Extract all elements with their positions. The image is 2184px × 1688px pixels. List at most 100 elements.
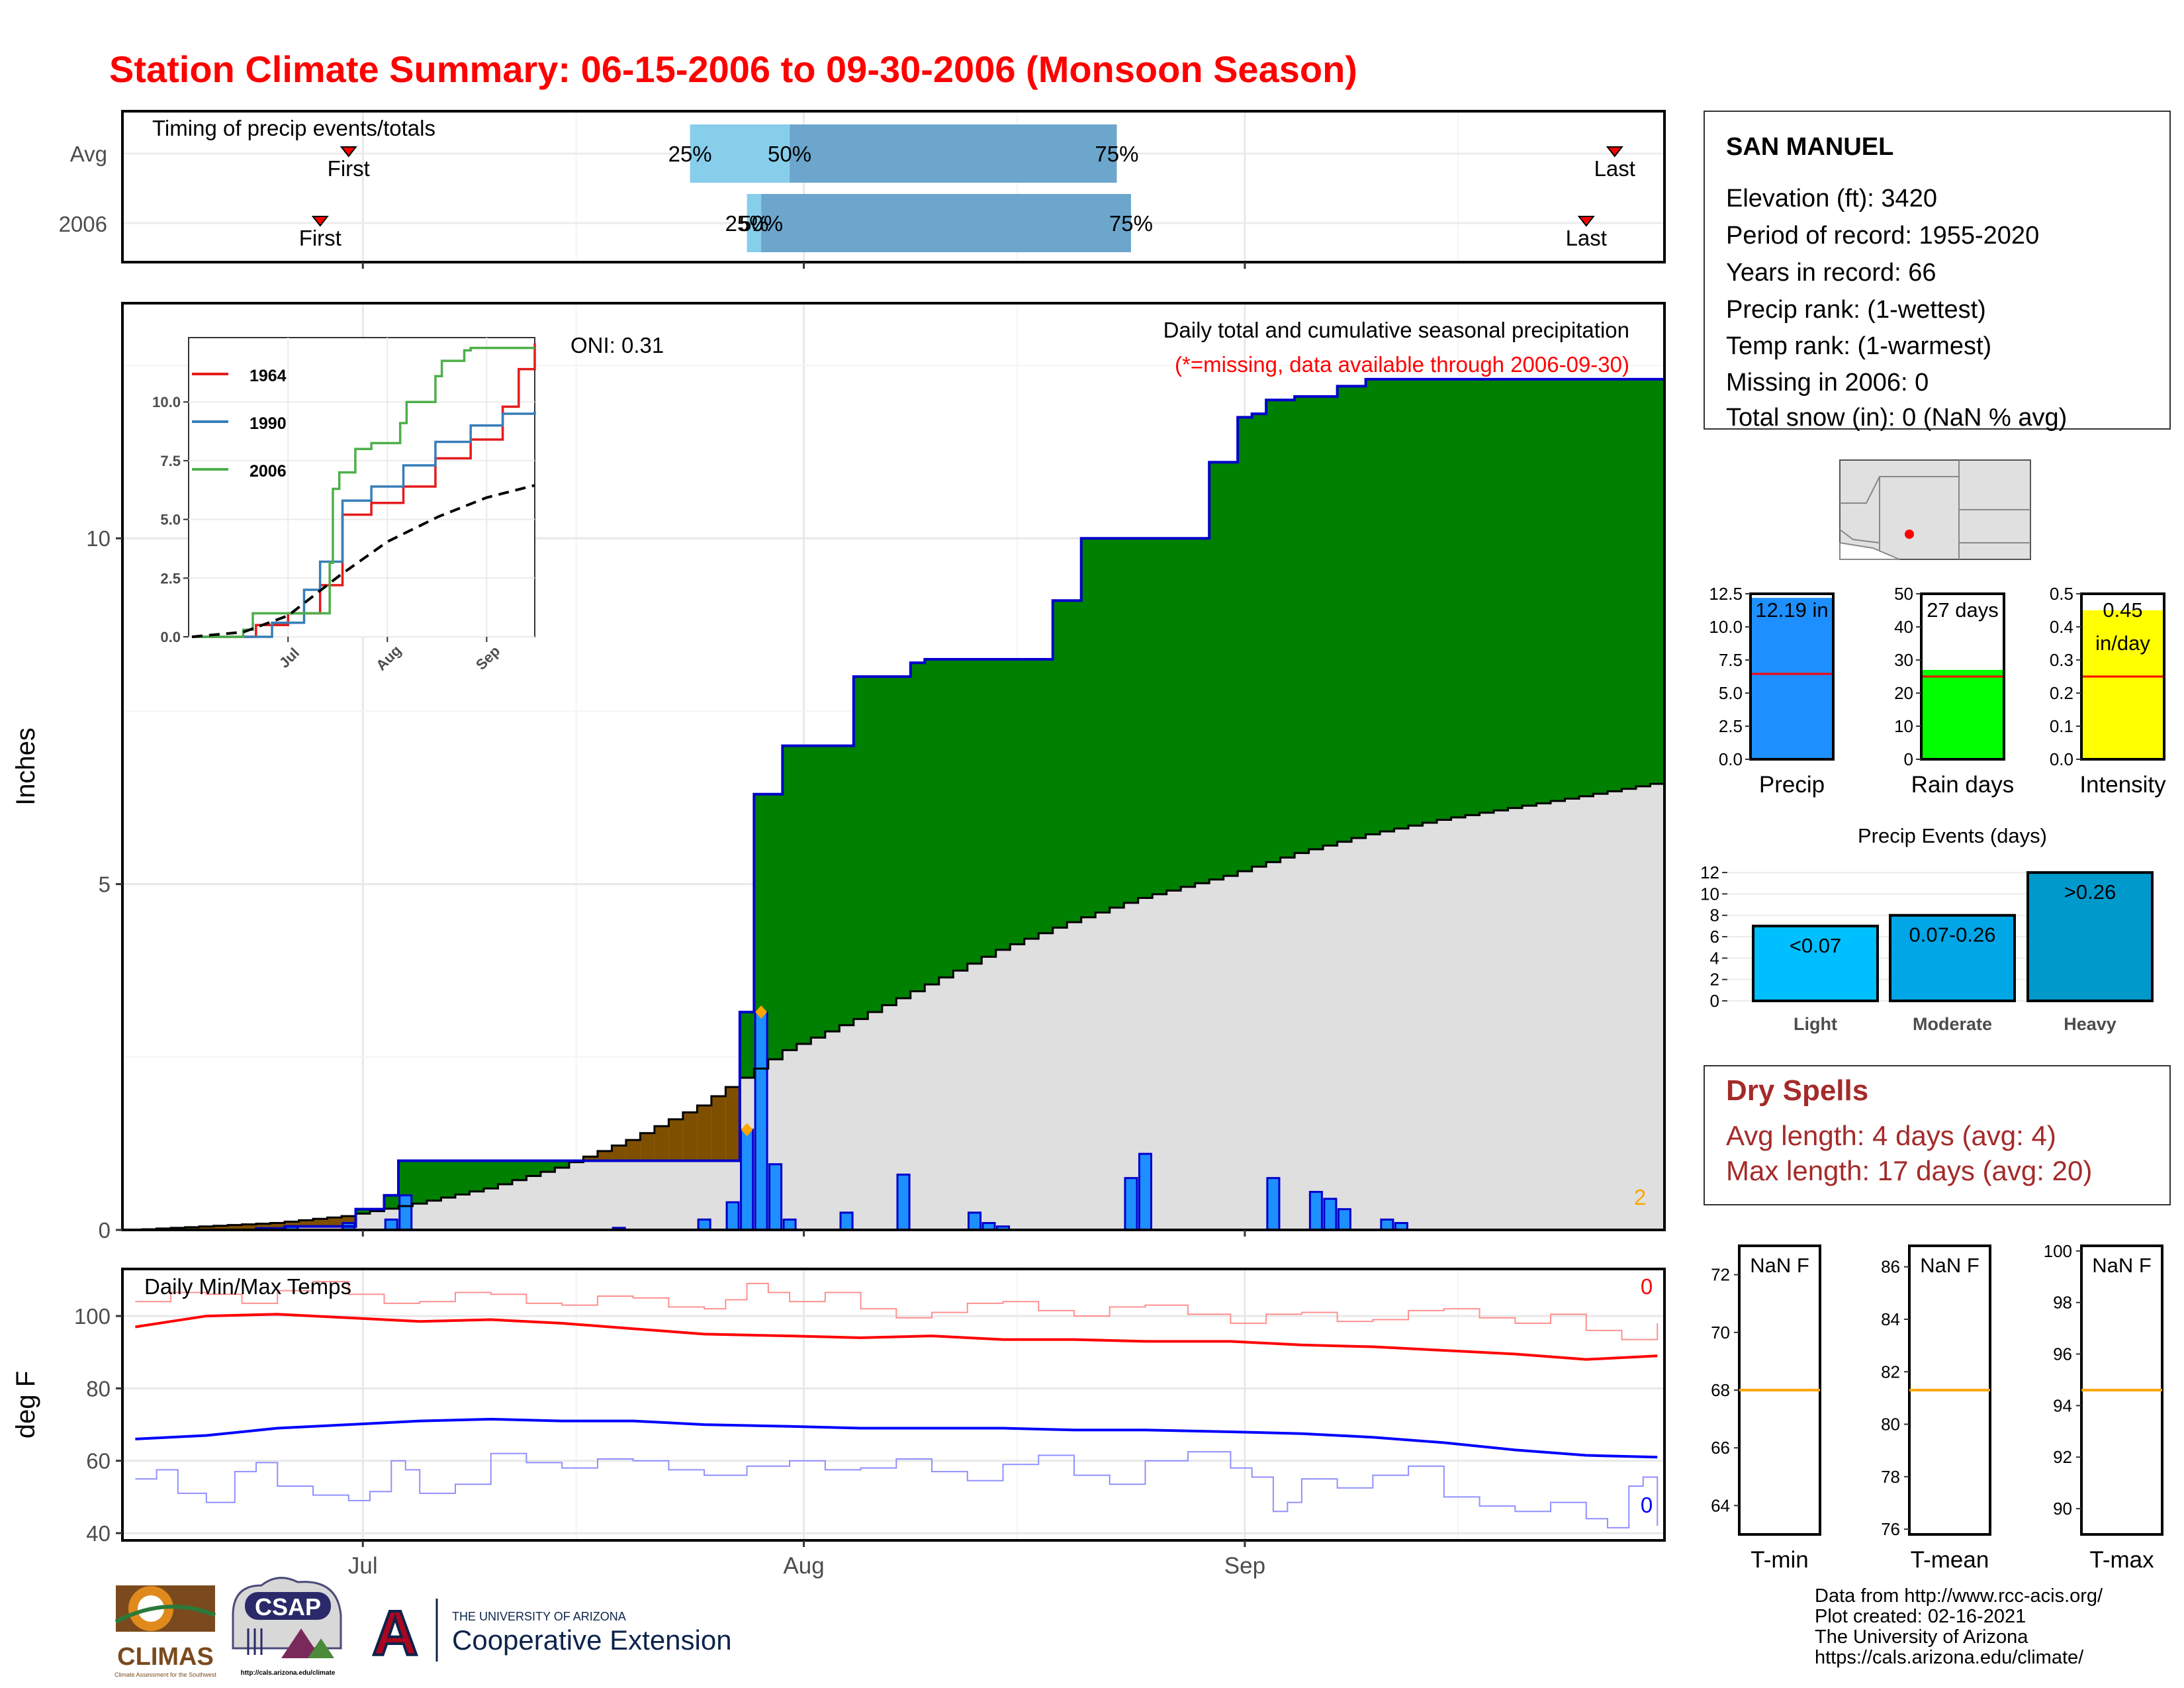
below-avg-area-day [298, 1220, 314, 1227]
events-title: Precip Events (days) [1858, 824, 2047, 847]
timing-panel: Timing of precip events/totals Avg 2006 … [59, 110, 1666, 263]
precip-ytick-label-5: 5 [99, 872, 111, 897]
mini-precip-value-label: 12.19 in [1755, 598, 1828, 622]
dry-spells-title: Dry Spells [1726, 1074, 1868, 1107]
heavy-event-marker [755, 1005, 768, 1019]
temp-box-t-mean-name: T-mean [1911, 1547, 1989, 1573]
inset-series-average [191, 484, 535, 638]
temps-title: Daily Min/Max Temps [144, 1274, 351, 1299]
inset-ytick-label: 2.5 [160, 570, 181, 586]
mini-rain-days-frame [1920, 592, 2005, 761]
avg-area-day [412, 1203, 428, 1230]
inset-ytick-label: 7.5 [160, 453, 181, 469]
avg-area-day [981, 957, 997, 1230]
xtick-label-sep: Sep [1224, 1553, 1265, 1579]
above-avg-area-day [782, 745, 797, 1051]
avg-area-day [1650, 784, 1665, 1230]
timing-2006-bar-50-75 [761, 194, 1131, 252]
temp-box-t-mean-tick-label: 80 [1881, 1415, 1900, 1434]
temps-ytick-label-100: 100 [74, 1304, 111, 1329]
temps-min-count: 0 [1641, 1493, 1653, 1517]
below-avg-area-day [597, 1150, 613, 1161]
station-info-box: SAN MANUEL Elevation (ft): 3420 Period o… [1704, 111, 2171, 432]
season-temp-boxes: 64 66 68 70 72 NaN F T-min 76 78 80 82 84 86 NaN F T-m… [1711, 1241, 2163, 1573]
above-avg-area-day [768, 794, 783, 1060]
avg-area-day [1593, 794, 1608, 1230]
daily-precip-bar [725, 1201, 740, 1231]
daily-precip-bar [839, 1211, 854, 1231]
timing-avg-first-label: First [328, 156, 370, 181]
timing-avg-p75-label: 75% [1095, 142, 1138, 166]
dry-spells-max: Max length: 17 days (avg: 20) [1726, 1155, 2092, 1186]
avg-area-day [1010, 944, 1025, 1230]
observed-cumulative-line [128, 377, 1664, 1231]
avg-area-day [455, 1194, 471, 1230]
temp-box-t-min-tick-label: 66 [1711, 1438, 1730, 1458]
events-tick-label: 10 [1700, 884, 1719, 904]
above-avg-area-day [739, 1011, 754, 1078]
above-avg-area-day [384, 1195, 399, 1209]
events-tick-label: 12 [1700, 863, 1719, 882]
temp-box-t-max-tick-label: 90 [2053, 1499, 2072, 1519]
avg-area-day [1195, 883, 1210, 1230]
timing-2006-last-marker [1577, 216, 1595, 227]
avg-area-day [512, 1180, 527, 1230]
precip-daily-bars [285, 1011, 1408, 1231]
avg-area-day [1152, 894, 1167, 1230]
below-avg-area-day [654, 1126, 669, 1161]
avg-area-day [1565, 798, 1580, 1230]
above-avg-area-day [1579, 379, 1594, 796]
avg-area-day [1494, 810, 1509, 1230]
precip-lines [128, 377, 1664, 1231]
above-avg-area-day [796, 745, 811, 1044]
avg-area-day [1636, 786, 1651, 1230]
above-avg-area-day [1636, 379, 1651, 786]
avg-area-day [796, 1043, 811, 1230]
inset-legend: 1964 1990 2006 [192, 367, 287, 481]
map-state-outlines [1839, 460, 2030, 559]
avg-area-day [1465, 815, 1480, 1230]
mini-intensity-frame [2080, 592, 2165, 761]
above-avg-area-day [1394, 379, 1409, 829]
above-avg-area-day [1266, 400, 1281, 863]
above-avg-area-day [1138, 538, 1153, 898]
mini-intensity-tick-label: 0.2 [2050, 683, 2073, 703]
station-line-snow: Total snow (in): 0 (NaN % avg) [1726, 404, 2067, 432]
avg-area-day [1067, 922, 1082, 1230]
avg-area-day [839, 1025, 854, 1230]
mini-precip-tick-label: 0.0 [1719, 749, 1743, 769]
avg-area-day [1295, 853, 1310, 1230]
avg-area-day [1308, 849, 1324, 1230]
above-avg-area-day [455, 1160, 471, 1195]
avg-area-day [526, 1176, 541, 1230]
timing-avg-bar-25-50 [690, 124, 790, 183]
credit-website: https://cals.arizona.edu/climate/ [1815, 1647, 2084, 1668]
avg-area-day [1323, 845, 1338, 1230]
timing-2006-p25-label: 25% [725, 211, 769, 236]
station-line-period: Period of record: 1955-2020 [1726, 222, 2039, 250]
avg-area-day [1508, 808, 1523, 1230]
above-avg-area-day [1451, 379, 1466, 818]
above-avg-area-day [967, 659, 982, 964]
ua-extension-top: THE UNIVERSITY OF ARIZONA [452, 1610, 626, 1623]
temp-box-t-mean-value-label: NaN F [1920, 1254, 1979, 1277]
mini-intensity-value-label: 0.45 [2103, 598, 2142, 622]
avg-area-day [1579, 796, 1594, 1230]
avg-area-day [967, 963, 982, 1230]
below-avg-area-day [199, 1226, 214, 1230]
station-name: SAN MANUEL [1726, 133, 1893, 161]
mini-precip-tick-label: 2.5 [1719, 716, 1743, 736]
inset-lines [191, 343, 536, 638]
above-avg-area-day [754, 794, 769, 1069]
ua-extension-main: Cooperative Extension [452, 1624, 732, 1656]
above-avg-area-day [1422, 379, 1437, 823]
temps-series-2006-max [135, 1281, 1659, 1340]
above-avg-area-day [896, 677, 911, 998]
above-avg-area-day [1621, 379, 1637, 789]
avg-area-day [483, 1188, 499, 1230]
temps-grid [122, 1269, 1664, 1540]
avg-area-day [1223, 876, 1238, 1230]
